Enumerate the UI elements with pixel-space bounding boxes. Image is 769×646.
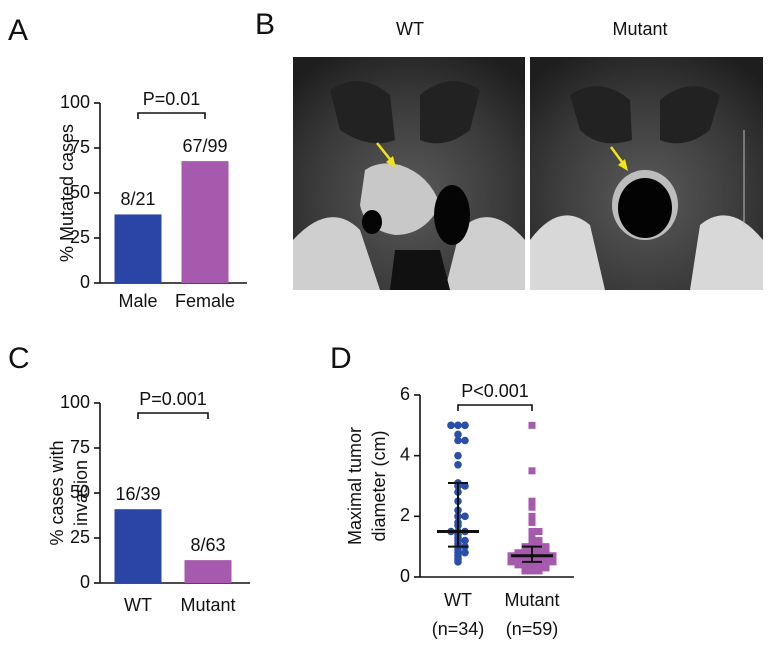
y-tick-label: 25: [70, 527, 90, 547]
point: [542, 564, 550, 572]
panel-letter: D: [330, 342, 352, 375]
bar: [114, 214, 162, 283]
point: [528, 512, 536, 520]
bar-count-label: 67/99: [182, 136, 227, 156]
y-tick-label: 25: [70, 227, 90, 247]
x-tick-label: Male: [118, 291, 157, 311]
y-tick-label: 50: [70, 182, 90, 202]
point: [461, 421, 469, 430]
y-tick-label: 6: [400, 384, 410, 404]
mri-mutant: [530, 57, 763, 290]
bar: [184, 560, 232, 583]
point: [528, 518, 536, 526]
point: [447, 421, 455, 430]
point: [461, 512, 469, 521]
x-tick-label: Female: [175, 291, 235, 311]
point: [528, 503, 536, 511]
mri-wt: [293, 57, 525, 290]
point: [535, 567, 543, 575]
significance-label: P=0.01: [143, 89, 201, 109]
point: [461, 436, 469, 445]
bar: [181, 161, 229, 283]
x-tick-label: Mutant: [180, 595, 235, 615]
panel-letter: A: [8, 14, 28, 47]
point: [461, 536, 469, 545]
point: [461, 548, 469, 557]
image-title: WT: [396, 19, 424, 39]
point: [521, 567, 529, 575]
y-tick-label: 2: [400, 505, 410, 525]
point: [454, 421, 462, 430]
point: [528, 567, 536, 575]
bar-count-label: 16/39: [115, 484, 160, 504]
y-tick-label: 4: [400, 444, 410, 464]
bar-count-label: 8/21: [120, 189, 155, 209]
y-tick-label: 0: [400, 566, 410, 586]
y-axis-label: diameter (cm): [369, 430, 389, 541]
significance-label: P=0.001: [139, 389, 207, 409]
x-tick-label: Mutant: [504, 590, 559, 610]
y-axis-label: Maximal tumor: [345, 427, 365, 545]
point: [528, 467, 536, 475]
y-tick-label: 100: [60, 392, 90, 412]
point: [528, 497, 536, 505]
image-title: Mutant: [612, 19, 667, 39]
y-axis-label: invasion: [71, 460, 91, 526]
point: [461, 482, 469, 490]
significance-bracket: [137, 112, 206, 119]
point: [454, 558, 462, 566]
point: [535, 528, 543, 535]
panel-letter: C: [8, 342, 30, 375]
y-tick-label: 75: [70, 137, 90, 157]
panel-letter: B: [255, 8, 275, 41]
significance-label: P<0.001: [461, 381, 529, 401]
point: [549, 558, 557, 566]
point: [454, 451, 462, 460]
y-tick-label: 0: [80, 572, 90, 592]
y-tick-label: 50: [70, 482, 90, 502]
significance-bracket: [457, 404, 533, 411]
point: [454, 430, 462, 439]
point: [528, 421, 536, 429]
x-tick-note: (n=59): [506, 619, 559, 639]
y-axis-label: % Mutated cases: [57, 124, 77, 262]
bar: [114, 509, 162, 583]
point: [454, 460, 462, 469]
x-tick-label: WT: [444, 590, 472, 610]
point: [454, 436, 462, 445]
x-tick-note: (n=34): [432, 619, 485, 639]
significance-bracket: [137, 412, 209, 419]
y-tick-label: 75: [70, 437, 90, 457]
y-axis-label: % cases with: [47, 440, 67, 545]
point: [507, 558, 515, 566]
bar-count-label: 8/63: [190, 535, 225, 555]
y-tick-label: 0: [80, 272, 90, 292]
y-tick-label: 100: [60, 92, 90, 112]
x-tick-label: WT: [124, 595, 152, 615]
point: [514, 561, 522, 569]
